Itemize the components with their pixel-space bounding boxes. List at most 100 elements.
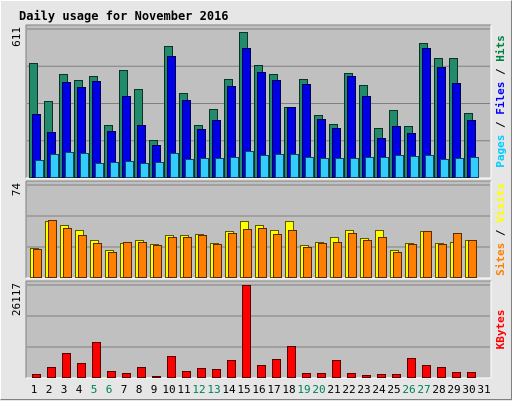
label-separator: / [494, 223, 507, 243]
bar-pages-day-22 [350, 158, 359, 178]
bar-pages-day-16 [260, 155, 269, 178]
day-label: 17 [267, 383, 280, 396]
day-label: 26 [402, 383, 415, 396]
label-separator: / [494, 115, 507, 135]
day-label: 2 [46, 383, 53, 396]
bar-sites-day-25 [393, 252, 402, 278]
bar-kbytes-day-19 [302, 373, 311, 378]
day-label: 31 [477, 383, 490, 396]
bar-kbytes-day-27 [422, 365, 431, 378]
bar-pages-day-3 [65, 152, 74, 178]
bar-sites-day-20 [318, 243, 327, 278]
panel-kbytes: 26117 KBytes [10, 280, 507, 379]
label-pages: Pages [494, 135, 507, 168]
series-files [32, 48, 476, 178]
bar-pages-day-5 [95, 163, 104, 178]
day-label: 14 [222, 383, 236, 396]
bar-sites-day-1 [33, 249, 42, 278]
panel-max-label: 26117 [10, 283, 23, 316]
bar-kbytes-day-1 [32, 374, 41, 378]
bar-pages-day-17 [275, 154, 284, 178]
panel-right-label: Pages / Files / Hits [494, 35, 507, 168]
bar-sites-day-21 [333, 242, 342, 278]
bar-sites-day-15 [243, 229, 252, 278]
label-files: Files [494, 82, 507, 115]
day-label: 22 [342, 383, 355, 396]
day-label: 10 [162, 383, 175, 396]
bar-pages-day-29 [455, 158, 464, 178]
bar-kbytes-day-10 [167, 356, 176, 378]
bar-pages-day-6 [110, 162, 119, 178]
bar-sites-day-23 [363, 240, 372, 278]
x-axis-day-labels: 1 2 3 4 5 6 7 8 9 10 11 12 13 14 15 16 17 18 19 20 21 22 23 24 2… [31, 383, 491, 396]
bar-pages-day-30 [470, 157, 479, 178]
bar-sites-day-16 [258, 228, 267, 278]
bar-pages-day-27 [425, 155, 434, 178]
panel-max-label: 74 [10, 183, 23, 197]
day-label: 12 [192, 383, 205, 396]
bar-kbytes-day-6 [107, 371, 116, 378]
series-sites [33, 220, 477, 278]
bar-sites-day-10 [168, 237, 177, 278]
bar-kbytes-day-20 [317, 373, 326, 378]
bar-pages-day-1 [35, 160, 44, 178]
bar-pages-day-10 [170, 153, 179, 178]
bar-kbytes-day-3 [62, 353, 71, 378]
bar-kbytes-day-24 [377, 374, 386, 378]
day-label: 27 [417, 383, 430, 396]
bar-pages-day-19 [305, 157, 314, 178]
day-label: 18 [282, 383, 295, 396]
bar-pages-day-12 [200, 158, 209, 178]
day-label: 7 [121, 383, 128, 396]
bar-sites-day-19 [303, 247, 312, 278]
bar-kbytes-day-13 [212, 369, 221, 378]
day-label: 19 [297, 383, 310, 396]
day-label: 21 [327, 383, 340, 396]
day-label: 8 [136, 383, 143, 396]
bar-sites-day-18 [288, 230, 297, 278]
bar-sites-day-2 [48, 220, 57, 278]
bar-kbytes-day-21 [332, 360, 341, 378]
bar-kbytes-day-18 [287, 346, 296, 378]
day-label: 11 [177, 383, 190, 396]
day-label: 30 [462, 383, 475, 396]
day-label: 6 [106, 383, 113, 396]
panel-right-label: KBytes [494, 310, 507, 350]
bar-pages-day-20 [320, 158, 329, 178]
bar-sites-day-8 [138, 242, 147, 278]
panel-right-label: Sites / Visits [494, 183, 507, 276]
bar-sites-day-22 [348, 233, 357, 278]
label-visits: Visits [494, 183, 507, 223]
bar-kbytes-day-4 [77, 363, 86, 378]
day-label: 16 [252, 383, 265, 396]
bar-pages-day-26 [410, 156, 419, 178]
label-hits: Hits [494, 35, 507, 62]
day-label: 3 [61, 383, 68, 396]
bar-pages-day-25 [395, 155, 404, 178]
bar-sites-day-24 [378, 237, 387, 278]
bar-sites-day-3 [63, 228, 72, 278]
day-label: 23 [357, 383, 370, 396]
day-label: 20 [312, 383, 325, 396]
bar-sites-day-14 [228, 233, 237, 278]
bar-sites-day-5 [93, 243, 102, 278]
bar-sites-day-26 [408, 244, 417, 278]
chart-panels: 611 Pages / Files / Hits 74 Sites / Visits 2… [10, 24, 507, 379]
bar-kbytes-day-8 [137, 367, 146, 378]
series-kbytes [32, 285, 476, 378]
day-label: 28 [432, 383, 445, 396]
panel-max-label: 611 [10, 27, 23, 47]
bar-kbytes-day-14 [227, 360, 236, 378]
bar-pages-day-21 [335, 158, 344, 178]
series-pages [35, 151, 479, 178]
bar-kbytes-day-15 [242, 285, 251, 378]
label-kbytes: KBytes [494, 310, 507, 350]
bar-sites-day-11 [183, 237, 192, 278]
day-label: 5 [91, 383, 98, 396]
chart-title: Daily usage for November 2016 [19, 9, 229, 23]
bar-sites-day-9 [153, 245, 162, 278]
day-label: 25 [387, 383, 400, 396]
bar-kbytes-day-29 [452, 372, 461, 378]
bar-pages-day-23 [365, 157, 374, 178]
